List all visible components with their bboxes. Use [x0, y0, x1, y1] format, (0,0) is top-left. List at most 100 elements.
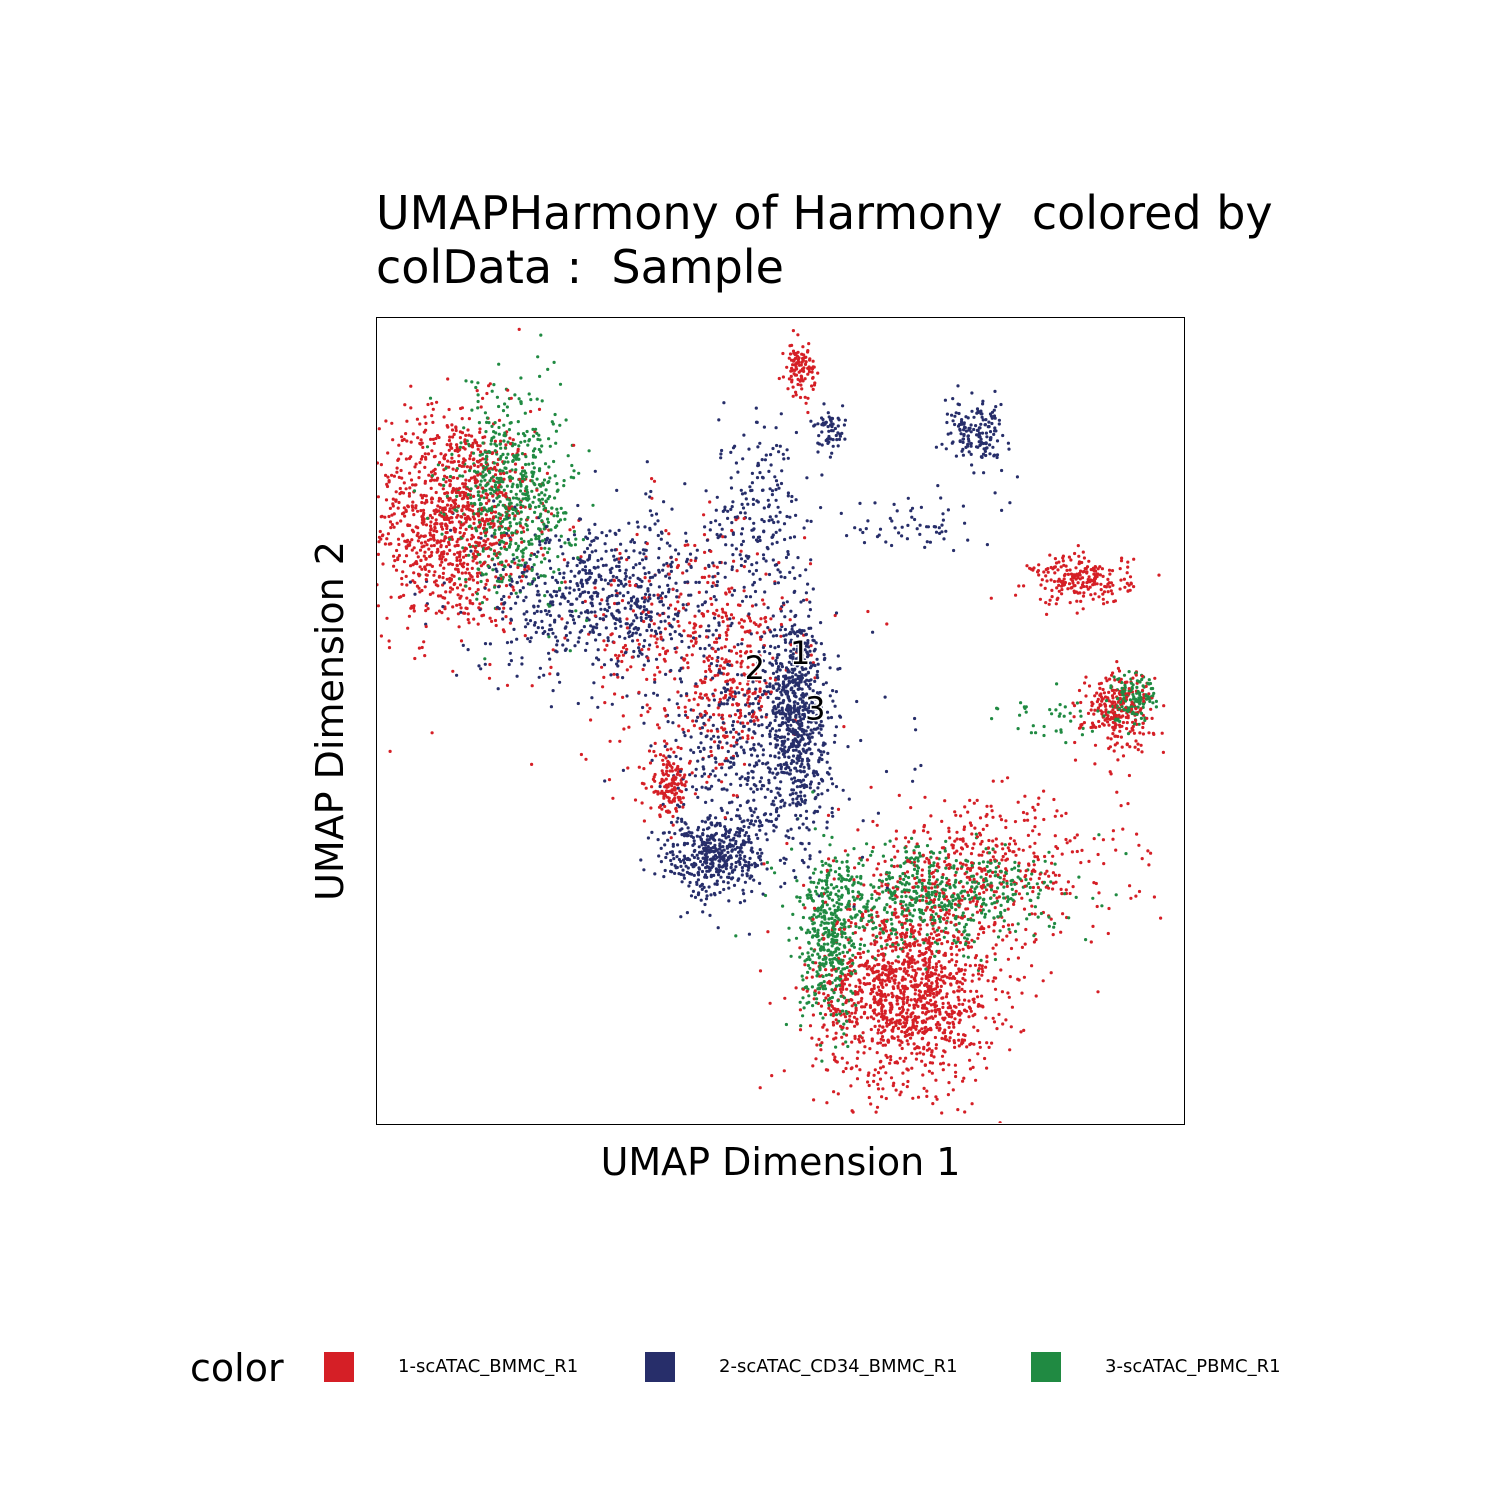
scatter-point-bmmc	[921, 938, 925, 942]
scatter-point-bmmc	[433, 512, 437, 516]
scatter-point-bmmc	[568, 528, 572, 532]
scatter-point-bmmc	[407, 614, 411, 618]
scatter-point-cd34-bmmc	[752, 878, 756, 882]
scatter-point-bmmc	[1054, 602, 1058, 606]
scatter-point-bmmc	[652, 622, 656, 626]
scatter-point-bmmc	[925, 1094, 929, 1098]
scatter-point-cd34-bmmc	[807, 766, 811, 770]
scatter-point-cd34-bmmc	[799, 770, 803, 774]
scatter-point-cd34-bmmc	[777, 756, 781, 760]
scatter-point-cd34-bmmc	[784, 714, 788, 718]
scatter-point-cd34-bmmc	[720, 787, 724, 791]
scatter-point-bmmc	[850, 1066, 854, 1070]
scatter-point-bmmc	[1089, 708, 1093, 712]
scatter-point-bmmc	[893, 855, 897, 859]
scatter-point-bmmc	[935, 1097, 939, 1101]
scatter-point-bmmc	[799, 363, 803, 367]
scatter-point-bmmc	[1091, 597, 1095, 601]
scatter-point-cd34-bmmc	[792, 776, 797, 780]
scatter-point-pbmc	[499, 446, 503, 450]
scatter-point-cd34-bmmc	[760, 693, 765, 697]
scatter-point-bmmc	[681, 727, 685, 731]
scatter-point-pbmc	[855, 875, 859, 879]
scatter-point-cd34-bmmc	[809, 697, 813, 701]
scatter-point-bmmc	[1082, 721, 1086, 725]
scatter-point-bmmc	[422, 640, 426, 644]
scatter-point-cd34-bmmc	[685, 911, 689, 915]
scatter-point-bmmc	[728, 692, 732, 696]
scatter-point-bmmc	[652, 479, 657, 483]
scatter-point-cd34-bmmc	[645, 628, 649, 633]
scatter-point-cd34-bmmc	[813, 679, 817, 683]
scatter-point-bmmc	[993, 987, 998, 991]
scatter-point-bmmc	[466, 618, 470, 622]
scatter-point-cd34-bmmc	[619, 624, 623, 628]
scatter-point-cd34-bmmc	[677, 805, 682, 809]
scatter-point-pbmc	[846, 853, 850, 857]
scatter-point-pbmc	[828, 843, 832, 847]
scatter-point-bmmc	[650, 785, 654, 789]
scatter-point-pbmc	[781, 904, 785, 908]
scatter-point-bmmc	[918, 923, 922, 927]
scatter-point-bmmc	[654, 754, 658, 758]
scatter-point-cd34-bmmc	[703, 873, 708, 877]
scatter-point-cd34-bmmc	[642, 552, 646, 556]
scatter-point-bmmc	[996, 873, 1000, 877]
scatter-point-cd34-bmmc	[550, 595, 554, 599]
scatter-point-cd34-bmmc	[833, 733, 837, 738]
scatter-point-cd34-bmmc	[765, 685, 769, 689]
scatter-point-cd34-bmmc	[675, 855, 679, 859]
scatter-point-cd34-bmmc	[783, 801, 787, 805]
scatter-point-bmmc	[1079, 599, 1083, 603]
scatter-point-bmmc	[1060, 892, 1064, 896]
scatter-point-bmmc	[1111, 732, 1115, 736]
scatter-point-bmmc	[1079, 569, 1083, 573]
scatter-point-cd34-bmmc	[734, 865, 738, 869]
scatter-point-bmmc	[870, 955, 875, 959]
scatter-point-cd34-bmmc	[694, 580, 698, 584]
scatter-point-pbmc	[1057, 714, 1061, 718]
scatter-point-cd34-bmmc	[941, 512, 945, 516]
scatter-point-bmmc	[901, 925, 905, 930]
scatter-point-pbmc	[905, 880, 909, 885]
scatter-point-bmmc	[458, 531, 462, 535]
scatter-point-bmmc	[875, 1105, 880, 1109]
scatter-point-bmmc	[1095, 582, 1099, 586]
scatter-point-bmmc	[467, 577, 471, 581]
scatter-point-cd34-bmmc	[764, 559, 768, 563]
scatter-point-bmmc	[957, 967, 961, 971]
scatter-point-bmmc	[1071, 885, 1075, 889]
scatter-point-bmmc	[922, 1086, 926, 1090]
scatter-point-pbmc	[547, 635, 551, 639]
scatter-point-bmmc	[949, 945, 953, 950]
scatter-point-cd34-bmmc	[746, 778, 750, 782]
scatter-point-cd34-bmmc	[760, 734, 764, 738]
scatter-point-pbmc	[963, 925, 967, 929]
scatter-point-cd34-bmmc	[537, 675, 541, 679]
scatter-point-bmmc	[1032, 940, 1036, 944]
scatter-point-cd34-bmmc	[674, 581, 678, 585]
scatter-point-bmmc	[1036, 885, 1040, 890]
scatter-point-cd34-bmmc	[763, 590, 767, 594]
scatter-point-cd34-bmmc	[782, 804, 786, 808]
scatter-point-bmmc	[1112, 599, 1116, 604]
scatter-point-bmmc	[854, 1006, 858, 1010]
scatter-point-pbmc	[504, 507, 508, 511]
scatter-point-bmmc	[1112, 691, 1116, 695]
scatter-point-cd34-bmmc	[564, 633, 568, 638]
scatter-point-bmmc	[454, 490, 458, 495]
scatter-point-cd34-bmmc	[757, 824, 761, 828]
scatter-point-bmmc	[945, 992, 949, 996]
scatter-point-cd34-bmmc	[773, 704, 777, 709]
scatter-point-bmmc	[629, 665, 633, 669]
scatter-point-pbmc	[412, 489, 417, 493]
scatter-point-cd34-bmmc	[776, 568, 780, 572]
scatter-point-cd34-bmmc	[719, 452, 723, 456]
scatter-point-bmmc	[1111, 583, 1115, 587]
scatter-point-bmmc	[625, 617, 629, 621]
scatter-point-cd34-bmmc	[735, 830, 739, 834]
scatter-point-pbmc	[556, 511, 560, 515]
scatter-point-pbmc	[1137, 722, 1141, 726]
scatter-point-bmmc	[963, 989, 967, 994]
scatter-point-bmmc	[1051, 933, 1055, 937]
